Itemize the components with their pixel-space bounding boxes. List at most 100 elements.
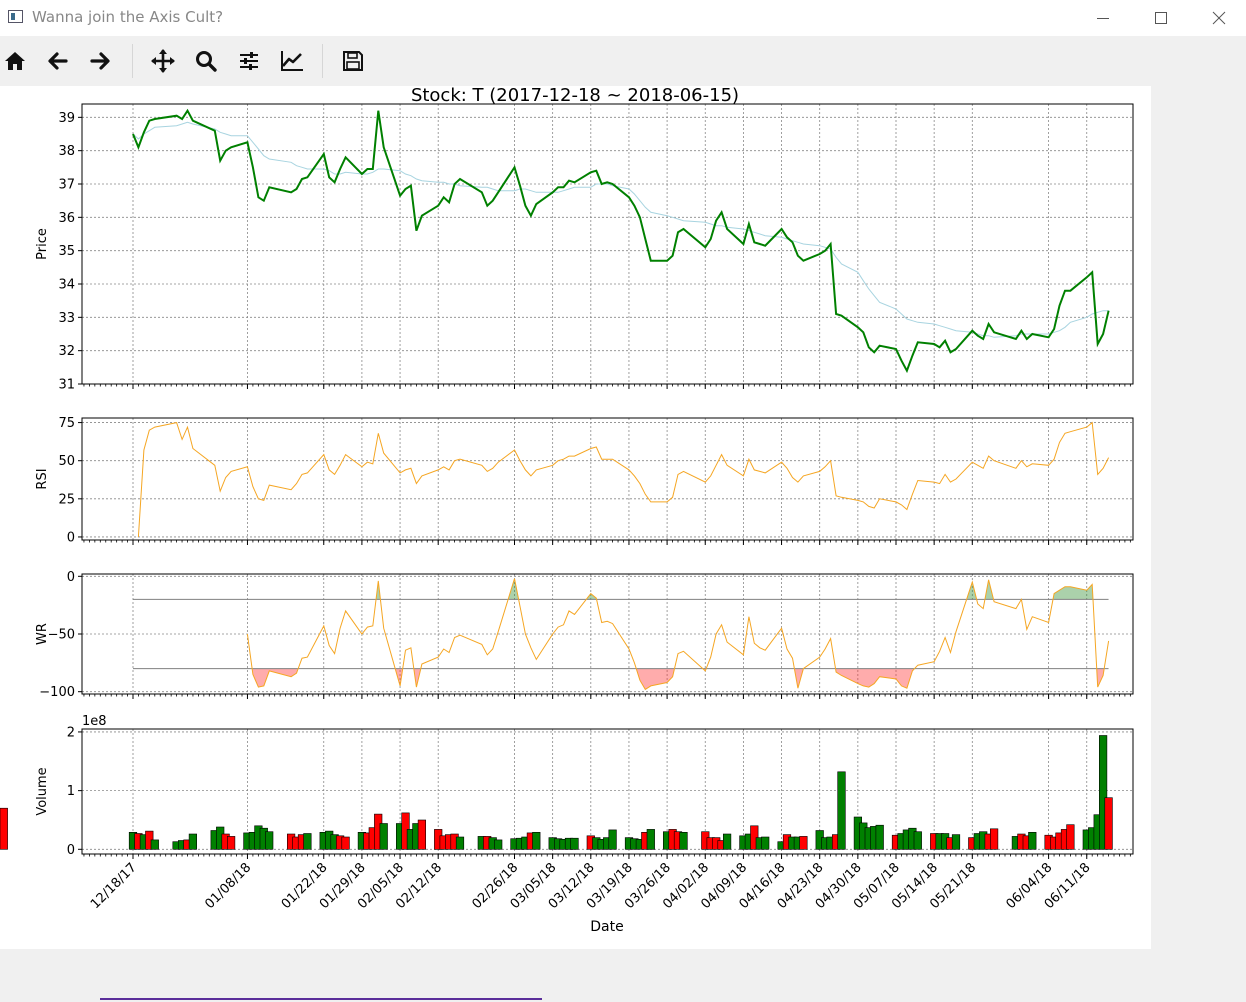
rsi-y-tick-label: 25 — [58, 492, 75, 507]
volume-bar — [341, 836, 350, 850]
volume-bar — [227, 836, 236, 850]
rsi-y-tick-label: 50 — [58, 454, 75, 469]
minimize-icon — [1097, 18, 1109, 19]
x-tick-label: 12/18/17 — [88, 860, 140, 912]
wr-oversold-fill — [1096, 668, 1105, 688]
stock-indicator-figure: Stock: T (2017-12-18 ~ 2018-06-15) 31 32 33… — [0, 86, 1134, 935]
price-y-tick-label: 34 — [58, 278, 75, 293]
wr-oversold-fill — [252, 668, 299, 688]
home-button[interactable] — [0, 44, 32, 78]
x-axis-label: Date — [590, 919, 623, 935]
volume-bar — [799, 836, 808, 850]
price-y-tick-label: 36 — [58, 211, 75, 226]
rsi-axis-label: RSI — [35, 468, 50, 489]
wr-oversold-fill — [636, 668, 675, 690]
volume-bar — [0, 807, 8, 850]
pan-move-icon — [151, 49, 175, 73]
price-axis-label: Price — [35, 228, 50, 260]
back-button[interactable] — [41, 44, 75, 78]
volume-bar — [265, 831, 274, 850]
rsi-line — [137, 421, 1110, 537]
volume-bar — [417, 819, 427, 850]
x-tick-label: 01/08/18 — [202, 860, 254, 912]
wr-overbought-fill — [984, 579, 994, 600]
volume-bar — [570, 837, 579, 850]
taskbar-accent — [100, 998, 542, 1000]
wr-y-tick-label: 0 — [67, 570, 75, 585]
volume-bar — [1066, 824, 1075, 850]
edit-axis-button[interactable] — [275, 44, 309, 78]
moving-average-line — [132, 121, 1109, 338]
configure-subplots-button[interactable] — [232, 44, 266, 78]
save-floppy-icon — [343, 51, 363, 71]
volume-bar — [532, 831, 541, 850]
price-y-tick-label: 33 — [58, 311, 75, 326]
figure-canvas[interactable]: Stock: T (2017-12-18 ~ 2018-06-15) 31 32 33… — [0, 86, 1151, 949]
wr-line — [246, 578, 1110, 691]
pan-button[interactable] — [146, 44, 180, 78]
rsi-y-tick-label: 75 — [58, 416, 75, 431]
forward-button[interactable] — [83, 44, 117, 78]
volume-bar — [875, 824, 884, 850]
price-y-tick-label: 39 — [58, 111, 75, 126]
volume-bar — [494, 839, 503, 850]
zoom-magnifier-icon — [196, 51, 217, 72]
volume-bar — [455, 836, 465, 850]
volume-bar — [989, 828, 999, 850]
volume-bar — [761, 836, 770, 850]
minimize-button[interactable] — [1074, 0, 1132, 36]
volume-axis-label: Volume — [35, 767, 50, 815]
volume-bar — [1104, 797, 1113, 850]
home-icon — [5, 52, 25, 70]
axes-frame — [81, 103, 1134, 385]
wr-oversold-fill — [794, 668, 804, 689]
maximize-button[interactable] — [1132, 0, 1190, 36]
close-icon — [1212, 11, 1226, 25]
price-y-tick-label: 37 — [58, 178, 75, 193]
price-y-tick-label: 35 — [58, 244, 75, 259]
volume-y-tick-label: 0 — [67, 843, 75, 858]
wr-overbought-fill — [966, 582, 977, 600]
navigation-toolbar — [0, 36, 1246, 86]
volume-bar — [150, 839, 159, 850]
volume-bar — [303, 833, 312, 850]
window-title: Wanna join the Axis Cult? — [32, 8, 224, 26]
wr-overbought-fill — [508, 578, 519, 600]
toolbar-separator — [322, 44, 323, 78]
volume-bar — [913, 831, 922, 850]
wr-overbought-fill — [586, 593, 597, 600]
edit-axis-icon — [281, 51, 303, 71]
volume-bar — [646, 829, 655, 850]
price-y-tick-label: 31 — [58, 378, 75, 393]
volume-y-tick-label: 2 — [67, 725, 75, 740]
forward-arrow-icon — [90, 52, 110, 70]
volume-bar — [608, 829, 617, 850]
wr-oversold-fill — [835, 668, 915, 689]
maximize-icon — [1155, 12, 1167, 24]
volume-y-tick-label: 1 — [67, 784, 75, 799]
volume-bar — [1028, 831, 1037, 850]
rsi-y-tick-label: 0 — [67, 530, 75, 545]
wr-oversold-fill — [413, 668, 421, 688]
volume-bar — [679, 831, 688, 850]
wr-y-tick-label: −100 — [39, 685, 75, 700]
close-price-line — [132, 108, 1110, 374]
volume-bar — [951, 834, 961, 850]
volume-offset-label: 1e8 — [82, 714, 107, 729]
volume-bar — [379, 823, 388, 850]
wr-oversold-fill — [395, 668, 403, 686]
save-button[interactable] — [336, 44, 370, 78]
price-y-tick-label: 32 — [58, 344, 75, 359]
taskbar-strip — [0, 998, 1246, 1002]
axes-frame — [81, 417, 1134, 541]
volume-bar — [837, 771, 846, 850]
toolbar-separator — [132, 44, 133, 78]
configure-subplots-icon — [240, 52, 258, 70]
wr-axis-label: WR — [35, 623, 50, 645]
app-icon — [8, 10, 23, 23]
wr-y-tick-label: −50 — [48, 628, 75, 643]
back-arrow-icon — [48, 52, 68, 70]
close-button[interactable] — [1190, 0, 1246, 36]
chart-title: Stock: T (2017-12-18 ~ 2018-06-15) — [411, 86, 739, 106]
zoom-button[interactable] — [189, 44, 223, 78]
